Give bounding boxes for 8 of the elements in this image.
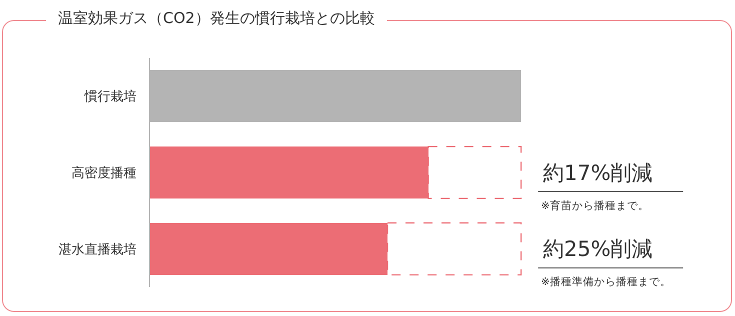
y-tick-label: 慣行栽培	[83, 90, 136, 105]
text: ※播種準備から播種まで。	[541, 276, 671, 288]
annotation: 約25%削減	[543, 237, 653, 261]
y-tick-label: 高密度播種	[71, 165, 136, 182]
chart-title: 温室効果ガス（CO2）発生の慣行栽培との比較	[46, 9, 387, 28]
annotation: 約17%削減	[543, 161, 653, 185]
y-tick-label: 湛水直播栽培	[58, 242, 136, 258]
text: ※育苗から播種まで。	[541, 199, 649, 212]
